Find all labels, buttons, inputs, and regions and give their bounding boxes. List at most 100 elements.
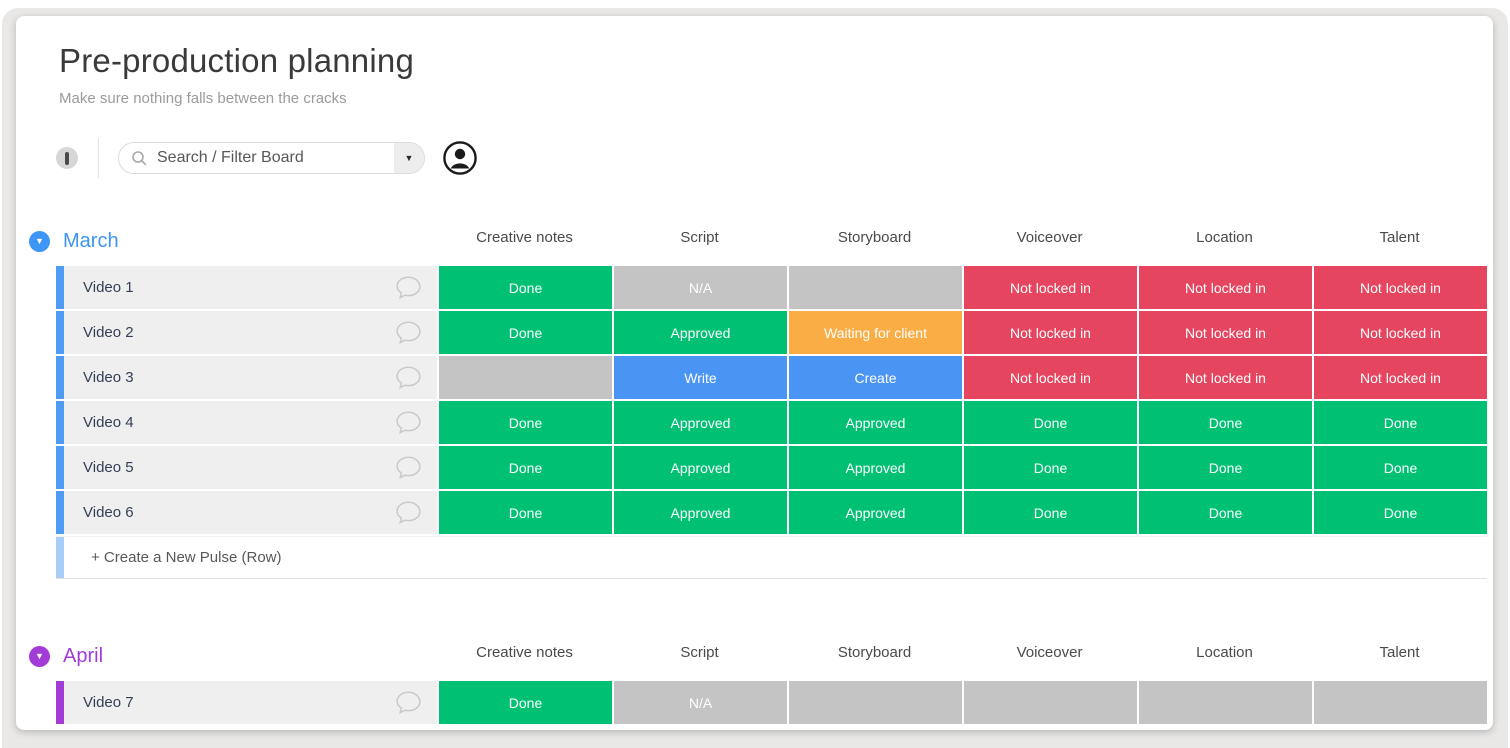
pulse-name: Video 2 [83, 324, 134, 341]
column-header-storyboard[interactable]: Storyboard [837, 229, 912, 246]
row-color-bar [56, 537, 64, 578]
comment-bubble-icon[interactable] [395, 690, 422, 715]
column-header-voiceover[interactable]: Voiceover [1016, 644, 1083, 661]
person-filter-icon[interactable] [442, 140, 478, 176]
pulse-name-cell[interactable]: Video 3 [64, 356, 437, 399]
status-cell[interactable]: Not locked in [1137, 356, 1312, 399]
comment-bubble-icon[interactable] [395, 320, 422, 345]
status-cell[interactable]: N/A [612, 681, 787, 724]
status-cell[interactable]: Done [962, 401, 1137, 444]
column-header-script[interactable]: Script [680, 644, 719, 661]
row-color-bar [56, 311, 64, 354]
status-cell[interactable]: Create [787, 356, 962, 399]
pulse-name-cell[interactable]: Video 2 [64, 311, 437, 354]
status-cell[interactable] [787, 266, 962, 309]
pulse-name: Video 4 [83, 414, 134, 431]
column-header-talent[interactable]: Talent [1379, 229, 1420, 246]
group-title[interactable]: April [63, 644, 104, 667]
status-cell[interactable]: Approved [612, 491, 787, 534]
status-cell[interactable]: Done [1137, 446, 1312, 489]
row-color-bar [56, 681, 64, 724]
column-header-creative-notes[interactable]: Creative notes [476, 229, 573, 246]
status-cell[interactable]: N/A [612, 266, 787, 309]
pulse-name-cell[interactable]: Video 1 [64, 266, 437, 309]
pulse-name: Video 5 [83, 459, 134, 476]
status-cell[interactable]: Not locked in [962, 311, 1137, 354]
pulse-name-cell[interactable]: Video 5 [64, 446, 437, 489]
table-row: Video 1 Done N/A Not locked in Not locke… [56, 266, 1493, 309]
status-cell[interactable]: Approved [612, 311, 787, 354]
board-header: Pre-production planning Make sure nothin… [59, 42, 414, 107]
column-header-location[interactable]: Location [1196, 644, 1253, 661]
status-cell[interactable]: Not locked in [1312, 266, 1487, 309]
group-title[interactable]: March [63, 229, 119, 252]
status-cell[interactable]: Not locked in [1137, 266, 1312, 309]
column-header-script[interactable]: Script [680, 229, 719, 246]
comment-bubble-icon[interactable] [395, 275, 422, 300]
status-cell[interactable]: Done [1137, 491, 1312, 534]
toolbar-divider [98, 138, 99, 178]
status-cell[interactable]: Done [437, 266, 612, 309]
status-cell[interactable]: Done [437, 491, 612, 534]
status-cell[interactable]: Not locked in [962, 356, 1137, 399]
status-cell[interactable]: Done [437, 681, 612, 724]
status-cell[interactable]: Done [1312, 401, 1487, 444]
column-header-voiceover[interactable]: Voiceover [1016, 229, 1083, 246]
status-cell[interactable]: Not locked in [1137, 311, 1312, 354]
pulse-name-cell[interactable]: Video 7 [64, 681, 437, 724]
status-cell[interactable]: Not locked in [962, 266, 1137, 309]
status-cell[interactable]: Done [962, 446, 1137, 489]
row-color-bar [56, 266, 64, 309]
status-cell[interactable]: Write [612, 356, 787, 399]
comment-bubble-icon[interactable] [395, 365, 422, 390]
pulse-name: Video 1 [83, 279, 134, 296]
page-subtitle: Make sure nothing falls between the crac… [59, 90, 347, 107]
status-cell[interactable]: Not locked in [1312, 311, 1487, 354]
search-input[interactable] [147, 149, 394, 167]
status-cell[interactable]: Not locked in [1312, 356, 1487, 399]
row-color-bar [56, 401, 64, 444]
column-header-creative-notes[interactable]: Creative notes [476, 644, 573, 661]
create-new-pulse-row[interactable]: + Create a New Pulse (Row) [56, 536, 1487, 579]
status-cell[interactable]: Approved [787, 491, 962, 534]
status-cell[interactable] [787, 681, 962, 724]
pulse-name-cell[interactable]: Video 4 [64, 401, 437, 444]
status-cell[interactable]: Approved [612, 401, 787, 444]
status-cell[interactable] [437, 356, 612, 399]
status-cell[interactable]: Done [1137, 401, 1312, 444]
status-cell[interactable]: Done [437, 446, 612, 489]
status-cell[interactable]: Done [437, 401, 612, 444]
search-box[interactable]: ▼ [118, 142, 425, 174]
column-header-talent[interactable]: Talent [1379, 644, 1420, 661]
status-cell[interactable]: Done [962, 491, 1137, 534]
board-card: Pre-production planning Make sure nothin… [16, 16, 1493, 730]
row-color-bar [56, 491, 64, 534]
table-row: Video 7 Done N/A [56, 681, 1493, 724]
column-headers: Creative notes Script Storyboard Voiceov… [437, 644, 1487, 661]
search-dropdown-button[interactable]: ▼ [394, 143, 424, 173]
status-cell[interactable]: Approved [612, 446, 787, 489]
column-header-storyboard[interactable]: Storyboard [837, 644, 912, 661]
status-cell[interactable]: Waiting for client [787, 311, 962, 354]
comment-bubble-icon[interactable] [395, 455, 422, 480]
status-cell[interactable] [962, 681, 1137, 724]
status-cell[interactable] [1137, 681, 1312, 724]
collapse-group-icon[interactable]: ▼ [29, 230, 50, 252]
status-cell[interactable]: Approved [787, 446, 962, 489]
page-title: Pre-production planning [59, 42, 414, 79]
collapse-group-icon[interactable]: ▼ [29, 645, 50, 667]
group-april: ▼ April Creative notes Script Storyboard… [16, 643, 1493, 726]
pulse-name: Video 6 [83, 504, 134, 521]
status-cell[interactable]: Done [1312, 446, 1487, 489]
comment-bubble-icon[interactable] [395, 410, 422, 435]
pulse-name-cell[interactable]: Video 6 [64, 491, 437, 534]
status-cell[interactable]: Done [1312, 491, 1487, 534]
info-icon[interactable] [56, 147, 78, 169]
comment-bubble-icon[interactable] [395, 500, 422, 525]
group-rows: Video 1 Done N/A Not locked in Not locke… [16, 266, 1493, 534]
status-cell[interactable] [1312, 681, 1487, 724]
status-cell[interactable]: Done [437, 311, 612, 354]
status-cell[interactable]: Approved [787, 401, 962, 444]
column-header-location[interactable]: Location [1196, 229, 1253, 246]
pulse-name: Video 7 [83, 694, 134, 711]
